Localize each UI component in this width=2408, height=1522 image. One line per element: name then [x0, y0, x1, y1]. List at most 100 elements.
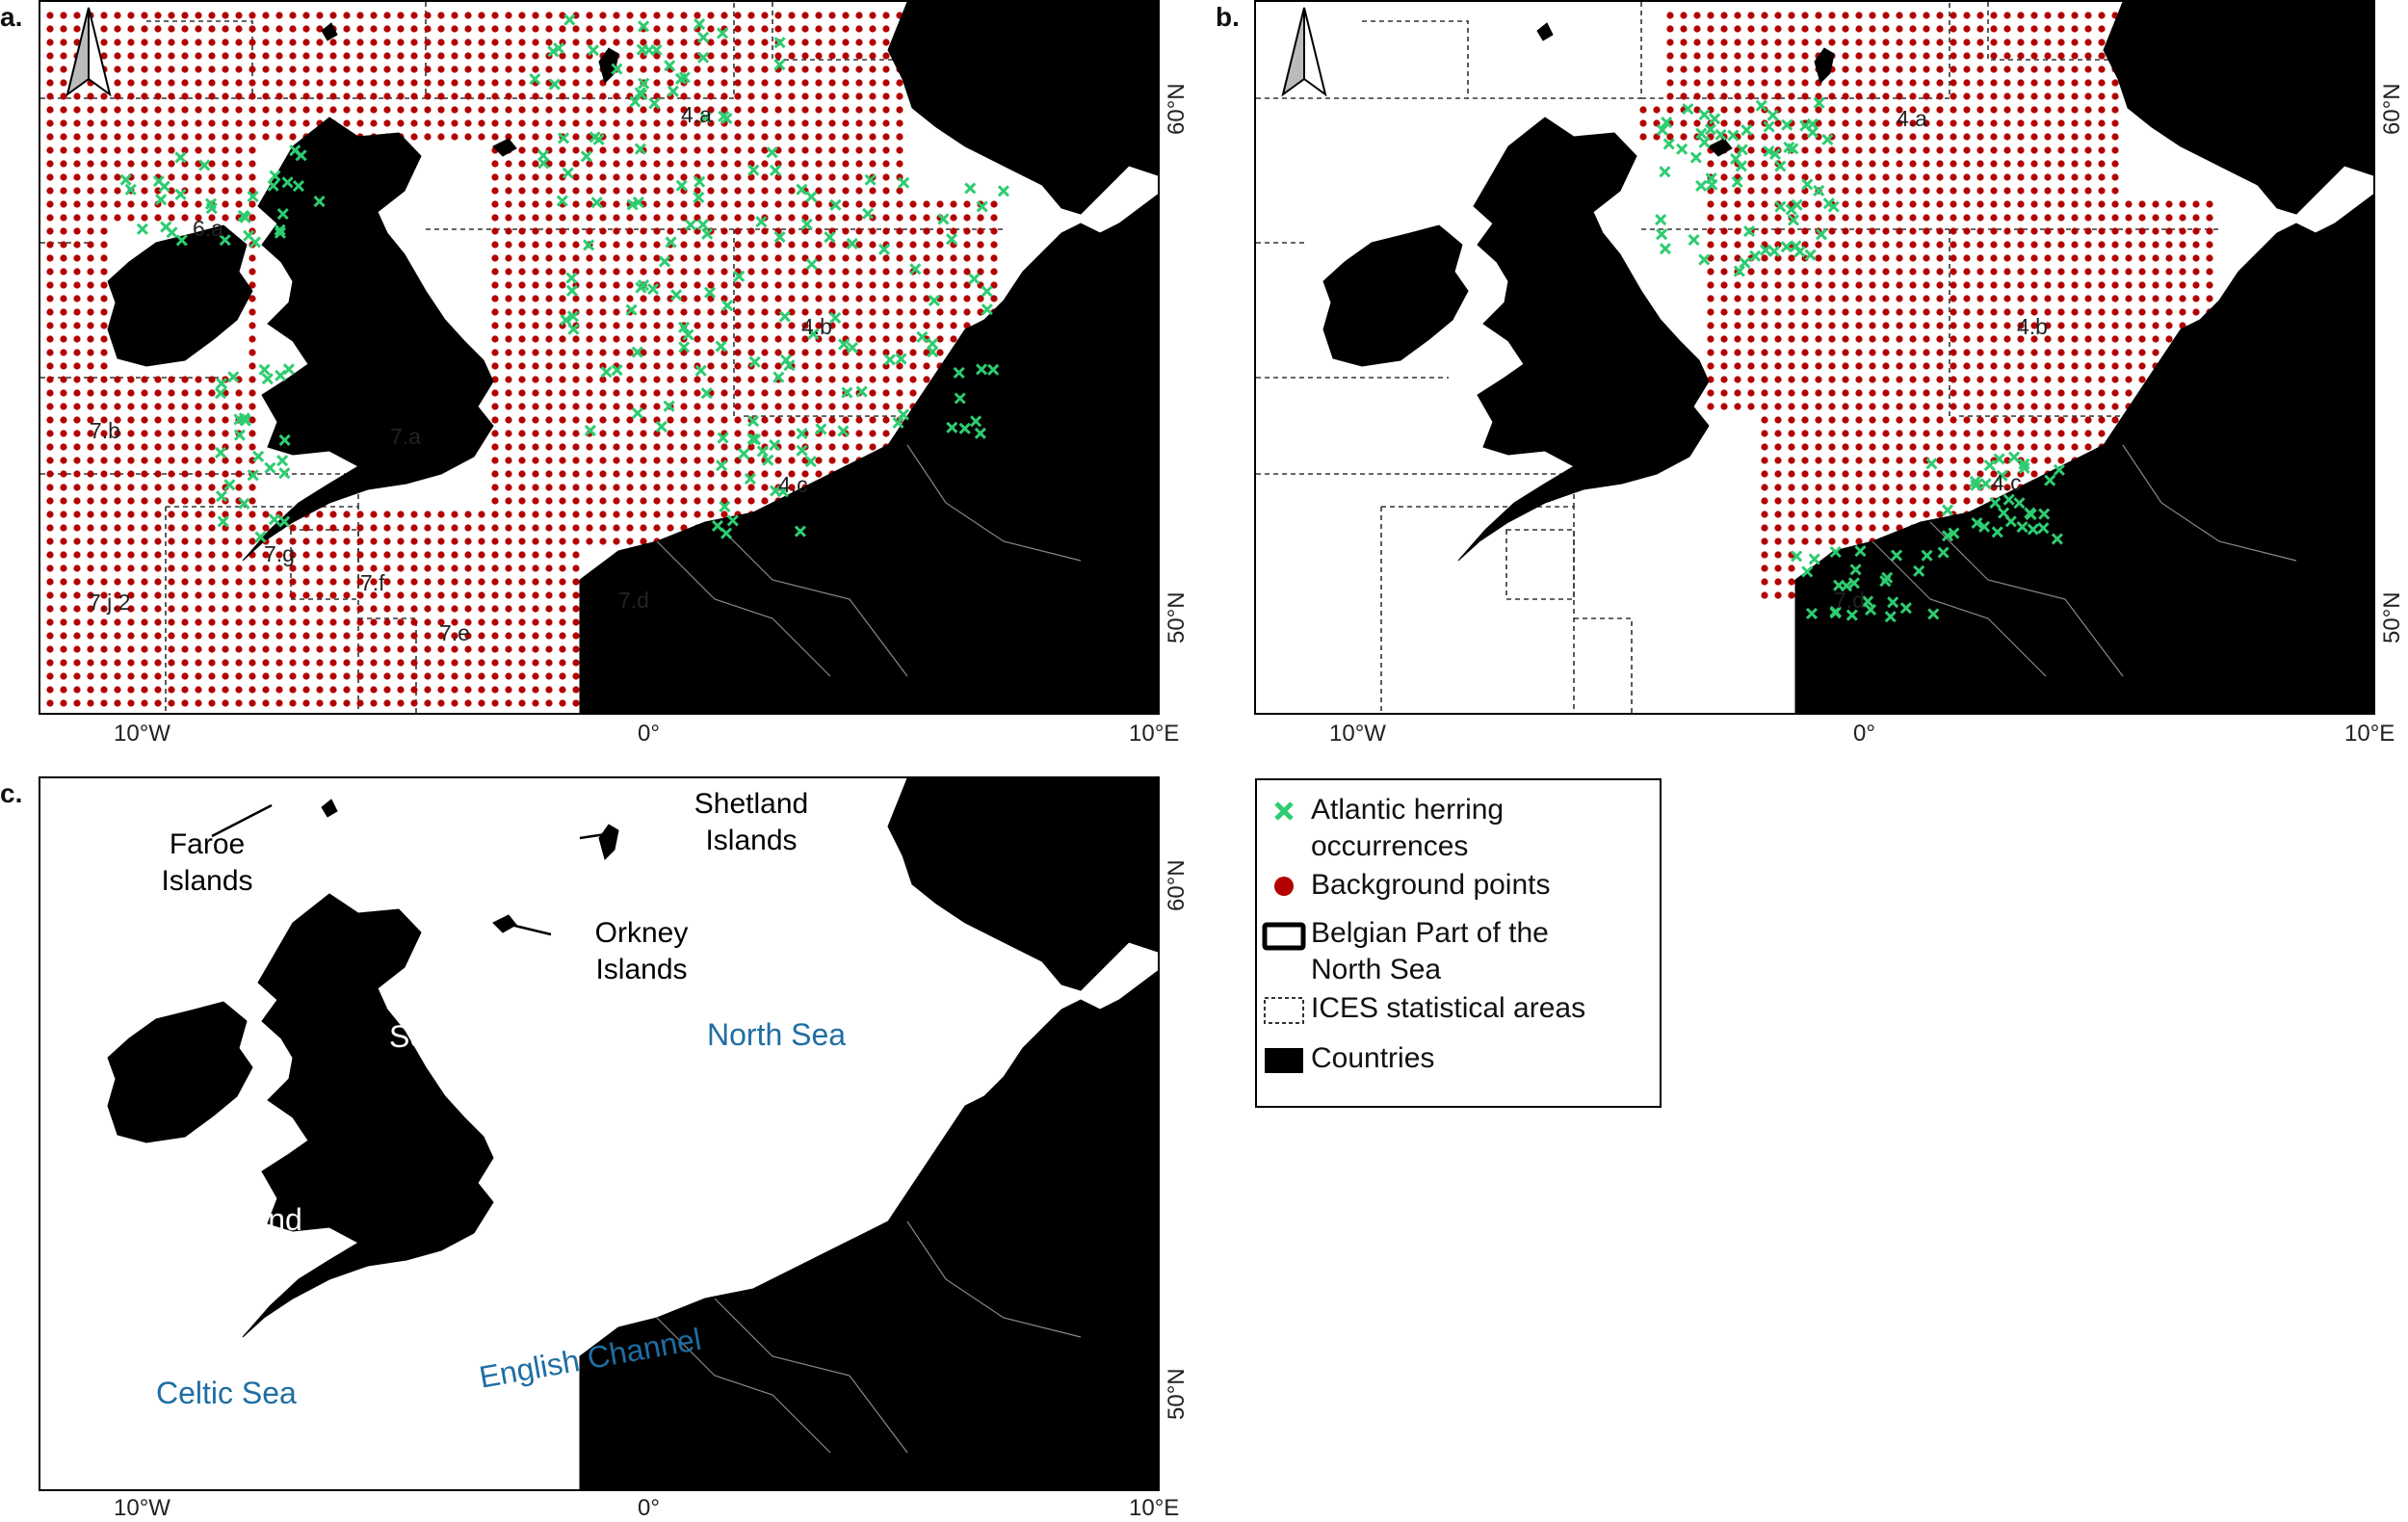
background-point	[2111, 322, 2119, 329]
background-point	[1896, 430, 1903, 437]
background-point	[1963, 484, 1971, 491]
background-point	[181, 686, 189, 694]
background-point	[1963, 376, 1971, 383]
background-point	[640, 322, 647, 329]
background-point	[73, 187, 81, 195]
background-point	[2057, 349, 2065, 356]
background-point	[1936, 66, 1944, 73]
background-point	[518, 187, 526, 195]
background-point	[694, 376, 701, 383]
herring-occurrence	[997, 185, 1009, 197]
background-point	[1747, 66, 1755, 73]
background-point	[977, 241, 984, 249]
background-point	[464, 39, 472, 46]
background-point	[707, 497, 715, 505]
background-point	[2071, 268, 2079, 276]
herring-occurrence	[152, 174, 165, 188]
background-point	[1855, 66, 1863, 73]
background-point	[572, 511, 580, 518]
background-point	[87, 322, 94, 329]
background-point	[720, 12, 728, 19]
background-point	[154, 564, 162, 572]
background-point	[1720, 349, 1728, 356]
background-point	[168, 484, 175, 491]
background-point	[127, 578, 135, 586]
background-point	[356, 66, 364, 73]
herring-occurrence	[175, 234, 188, 247]
herring-occurrence	[1790, 240, 1802, 252]
background-point	[100, 538, 108, 545]
background-point	[734, 497, 742, 505]
background-point	[46, 699, 54, 707]
background-point	[788, 254, 796, 262]
background-point	[60, 241, 67, 249]
north-arrow-icon	[1281, 7, 1327, 97]
background-point	[491, 443, 499, 451]
background-point	[195, 470, 202, 478]
background-point	[559, 618, 566, 626]
background-point	[734, 389, 742, 397]
background-point	[613, 39, 620, 46]
background-point	[1842, 403, 1849, 410]
background-point	[518, 133, 526, 141]
background-point	[87, 335, 94, 343]
background-point	[774, 416, 782, 424]
background-point	[343, 66, 351, 73]
background-point	[141, 672, 148, 680]
background-point	[788, 133, 796, 141]
background-point	[1869, 524, 1876, 532]
background-point	[141, 497, 148, 505]
background-point	[2044, 268, 2052, 276]
background-point	[1855, 484, 1863, 491]
background-point	[1747, 187, 1755, 195]
herring-occurrence	[841, 386, 853, 399]
background-point	[2125, 214, 2133, 222]
herring-occurrence	[2013, 497, 2026, 510]
background-point	[1936, 146, 1944, 154]
background-point	[640, 389, 647, 397]
background-point	[491, 268, 499, 276]
herring-occurrence	[174, 151, 187, 164]
background-point	[761, 119, 769, 127]
background-point	[222, 632, 229, 640]
background-point	[2084, 39, 2092, 46]
background-point	[87, 457, 94, 464]
background-point	[882, 173, 890, 181]
herring-occurrence	[1801, 178, 1814, 191]
background-point	[532, 281, 539, 289]
background-point	[586, 79, 593, 87]
background-point	[882, 322, 890, 329]
background-point	[73, 511, 81, 518]
background-point	[815, 200, 823, 208]
background-point	[869, 133, 877, 141]
background-point	[640, 106, 647, 114]
background-point	[2044, 349, 2052, 356]
background-point	[262, 106, 270, 114]
background-point	[1963, 92, 1971, 100]
background-point	[154, 457, 162, 464]
background-point	[2138, 268, 2146, 276]
background-point	[667, 200, 674, 208]
background-point	[734, 200, 742, 208]
background-point	[747, 376, 755, 383]
background-point	[707, 160, 715, 168]
background-point	[141, 403, 148, 410]
background-point	[586, 362, 593, 370]
ices-label: 7.g	[264, 541, 295, 566]
background-point	[370, 52, 378, 60]
ices-boundary	[1641, 2, 1950, 99]
background-point	[356, 591, 364, 599]
background-point	[2111, 200, 2119, 208]
herring-occurrence	[678, 321, 691, 333]
background-point	[1990, 268, 1998, 276]
background-point	[1963, 362, 1971, 370]
background-point	[356, 632, 364, 640]
background-point	[653, 160, 661, 168]
herring-occurrence	[261, 373, 274, 385]
background-point	[855, 66, 863, 73]
background-point	[2098, 376, 2106, 383]
background-point	[1693, 92, 1701, 100]
background-point	[586, 66, 593, 73]
background-point	[896, 362, 903, 370]
background-point	[451, 632, 458, 640]
